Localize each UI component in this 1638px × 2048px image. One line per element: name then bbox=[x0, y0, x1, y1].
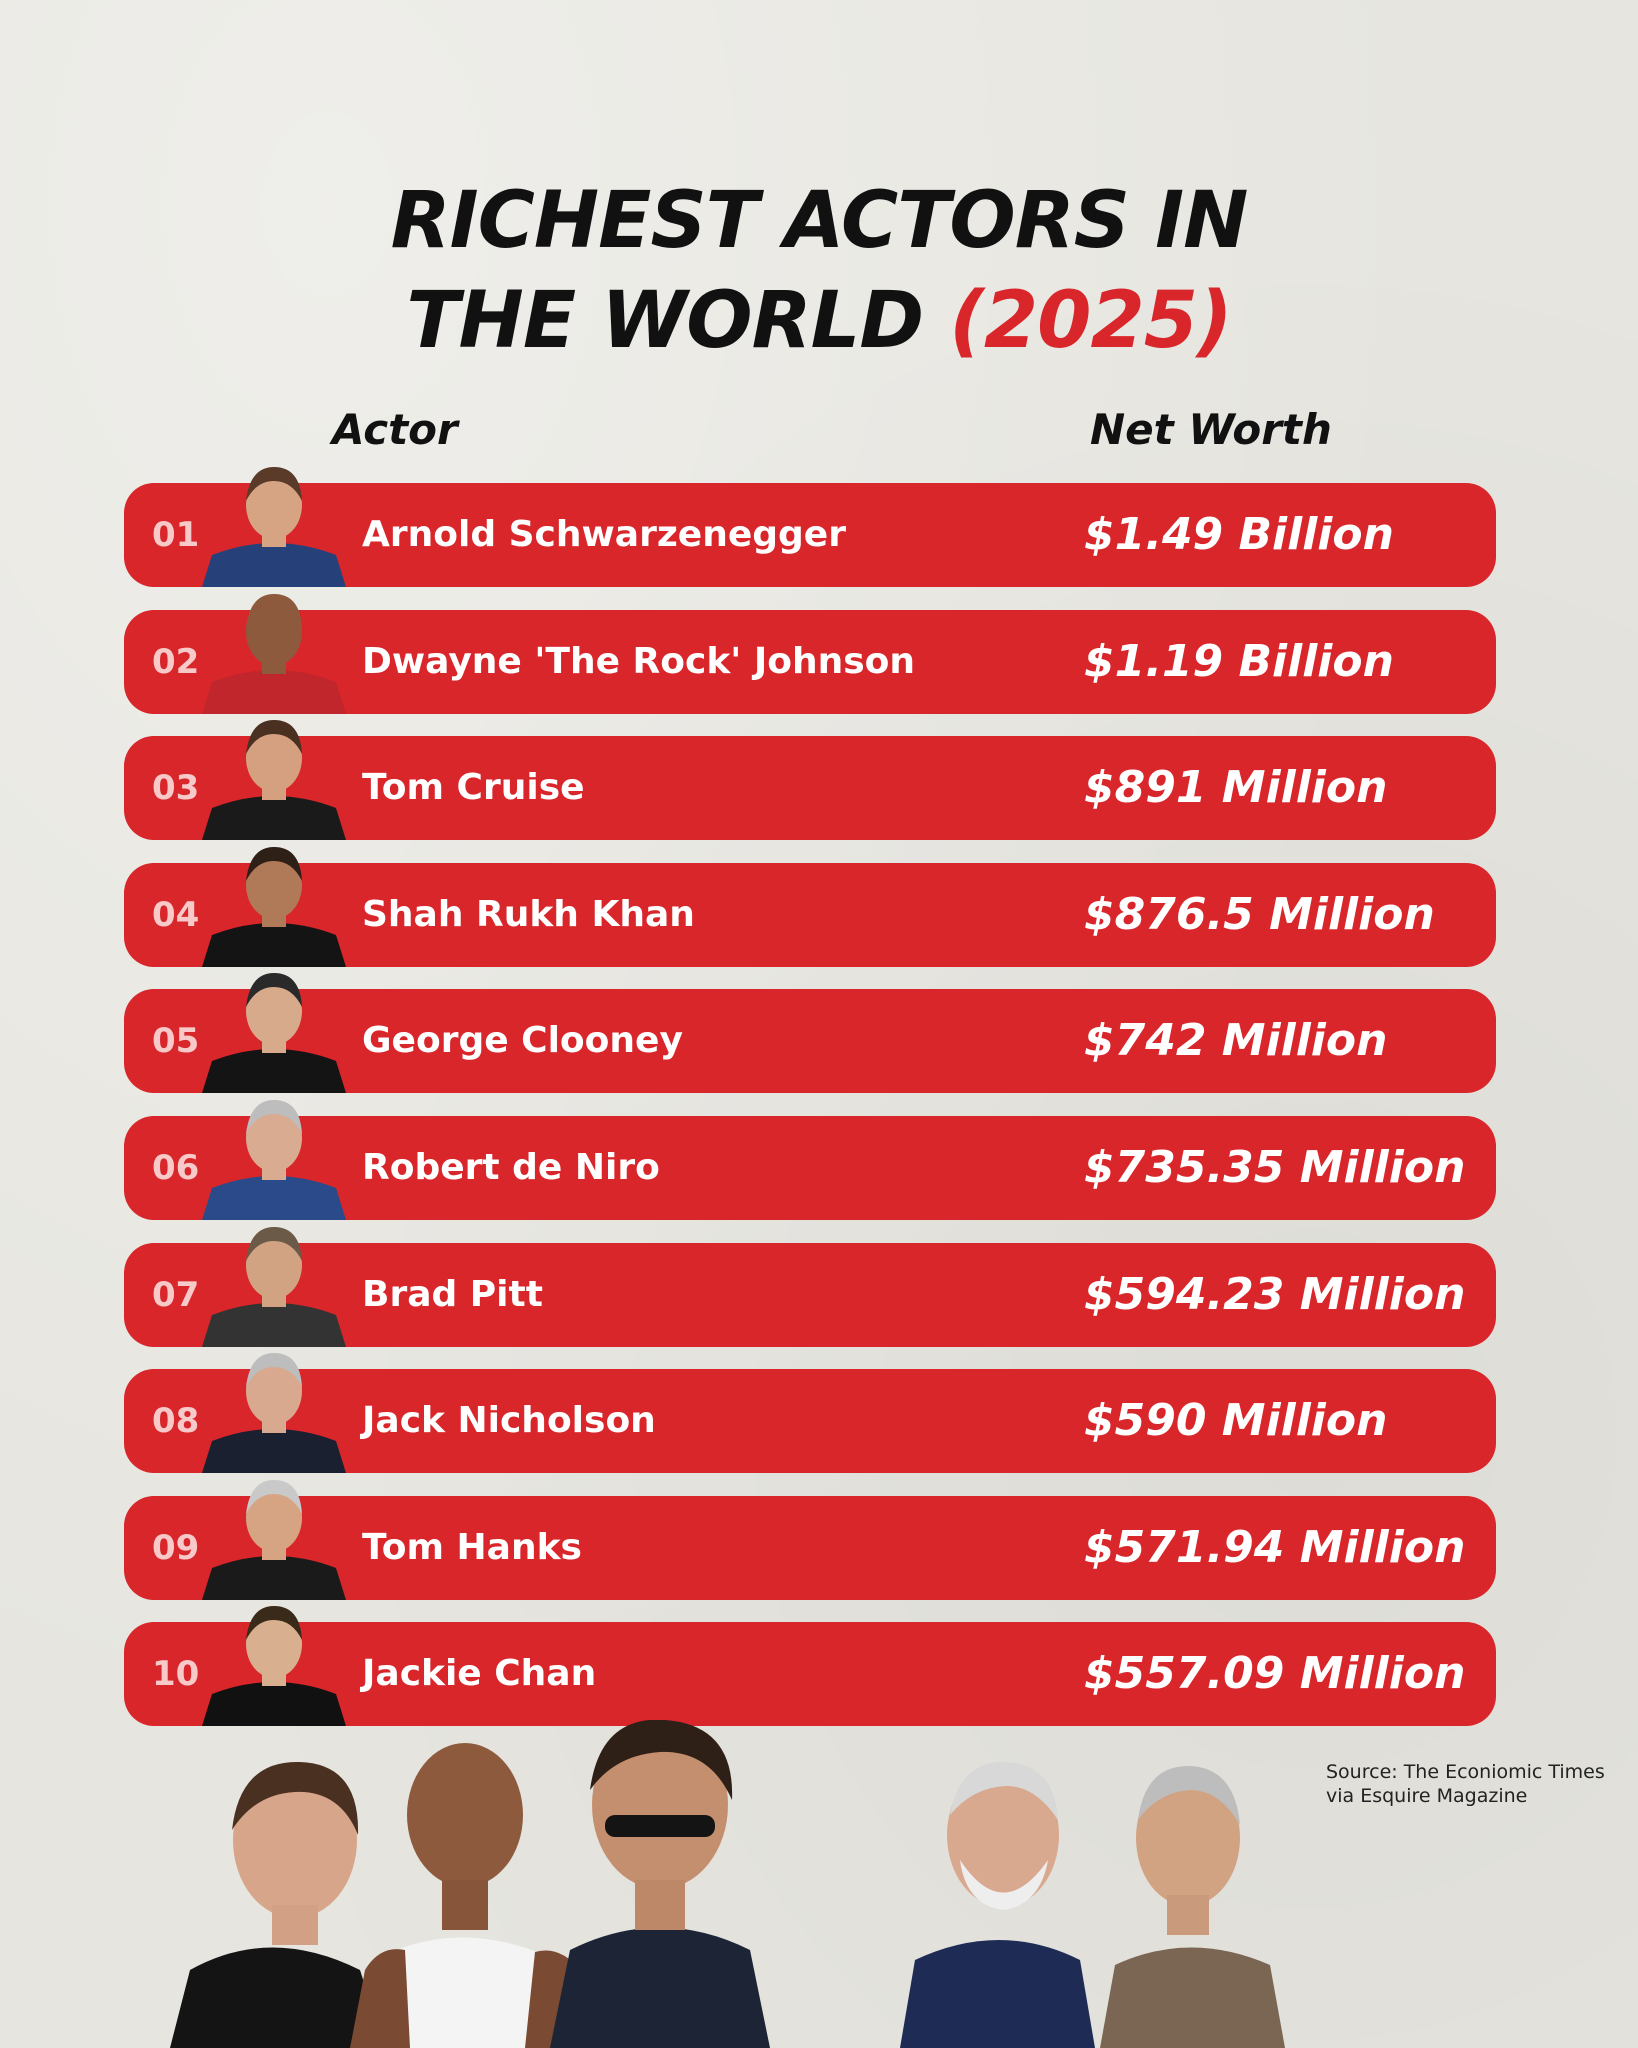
net-worth-value: $594.23 Million bbox=[1084, 1269, 1466, 1320]
table-row: 08 Jack Nicholson $590 Million bbox=[124, 1353, 1496, 1473]
page-title-line-1: RICHEST ACTORS IN bbox=[390, 176, 1249, 266]
net-worth-value: $590 Million bbox=[1084, 1395, 1388, 1446]
rank-number: 08 bbox=[152, 1401, 200, 1441]
actor-portrait bbox=[202, 1353, 346, 1473]
table-row: 05 George Clooney $742 Million bbox=[124, 973, 1496, 1093]
net-worth-value: $1.19 Billion bbox=[1084, 636, 1394, 687]
column-header-net-worth: Net Worth bbox=[1090, 405, 1332, 454]
rank-number: 10 bbox=[152, 1654, 200, 1694]
title-year-accent: (2025) bbox=[949, 276, 1232, 366]
actor-name: Shah Rukh Khan bbox=[362, 894, 695, 935]
table-row: 03 Tom Cruise $891 Million bbox=[124, 720, 1496, 840]
actor-figure-4 bbox=[900, 1761, 1095, 2048]
actor-portrait bbox=[202, 1100, 346, 1220]
net-worth-value: $1.49 Billion bbox=[1084, 509, 1394, 560]
table-row: 04 Shah Rukh Khan $876.5 Million bbox=[124, 847, 1496, 967]
actor-name: Tom Cruise bbox=[362, 767, 585, 808]
actor-figure-5 bbox=[1100, 1765, 1285, 2048]
source-note: Source: The Econiomic Times via Esquire … bbox=[1326, 1760, 1605, 1808]
actor-figure-2 bbox=[350, 1743, 590, 2048]
net-worth-value: $891 Million bbox=[1084, 762, 1388, 813]
rank-number: 07 bbox=[152, 1275, 200, 1315]
rank-number: 06 bbox=[152, 1148, 200, 1188]
actor-name: Tom Hanks bbox=[362, 1527, 582, 1568]
actor-portrait bbox=[202, 467, 346, 587]
actor-name: Robert de Niro bbox=[362, 1147, 660, 1188]
source-line-2: via Esquire Magazine bbox=[1326, 1785, 1528, 1807]
actor-name: Dwayne 'The Rock' Johnson bbox=[362, 641, 915, 682]
source-line-1: Source: The Econiomic Times bbox=[1326, 1761, 1605, 1783]
actor-name: Arnold Schwarzenegger bbox=[362, 514, 846, 555]
actor-portrait bbox=[202, 973, 346, 1093]
page-title-line-2: THE WORLD (2025) bbox=[0, 272, 1638, 370]
actor-name: Jackie Chan bbox=[362, 1653, 597, 1694]
actor-portrait bbox=[202, 1606, 346, 1726]
actor-portrait bbox=[202, 594, 346, 714]
actor-portrait bbox=[202, 1227, 346, 1347]
rank-number: 04 bbox=[152, 895, 200, 935]
rank-number: 02 bbox=[152, 642, 200, 682]
table-row: 10 Jackie Chan $557.09 Million bbox=[124, 1606, 1496, 1726]
net-worth-value: $557.09 Million bbox=[1084, 1648, 1466, 1699]
actor-portrait bbox=[202, 847, 346, 967]
title-main-text: THE WORLD bbox=[406, 276, 950, 366]
net-worth-value: $735.35 Million bbox=[1084, 1142, 1466, 1193]
actor-name: Jack Nicholson bbox=[362, 1400, 656, 1441]
actor-name: Brad Pitt bbox=[362, 1274, 543, 1315]
rank-number: 01 bbox=[152, 515, 200, 555]
column-header-actor: Actor bbox=[332, 405, 458, 454]
net-worth-value: $571.94 Million bbox=[1084, 1522, 1466, 1573]
actors-group-photo bbox=[170, 1720, 1285, 2048]
actor-figure-3 bbox=[550, 1720, 770, 2048]
actor-name: George Clooney bbox=[362, 1020, 683, 1061]
actor-figure-1 bbox=[170, 1761, 385, 2048]
table-row: 09 Tom Hanks $571.94 Million bbox=[124, 1480, 1496, 1600]
net-worth-value: $876.5 Million bbox=[1084, 889, 1435, 940]
rank-number: 03 bbox=[152, 768, 200, 808]
rank-number: 05 bbox=[152, 1021, 200, 1061]
table-row: 01 Arnold Schwarzenegger $1.49 Billion bbox=[124, 467, 1496, 587]
table-row: 06 Robert de Niro $735.35 Million bbox=[124, 1100, 1496, 1220]
net-worth-value: $742 Million bbox=[1084, 1015, 1388, 1066]
actor-portrait bbox=[202, 720, 346, 840]
rank-number: 09 bbox=[152, 1528, 200, 1568]
table-row: 07 Brad Pitt $594.23 Million bbox=[124, 1227, 1496, 1347]
table-row: 02 Dwayne 'The Rock' Johnson $1.19 Billion bbox=[124, 594, 1496, 714]
actor-portrait bbox=[202, 1480, 346, 1600]
